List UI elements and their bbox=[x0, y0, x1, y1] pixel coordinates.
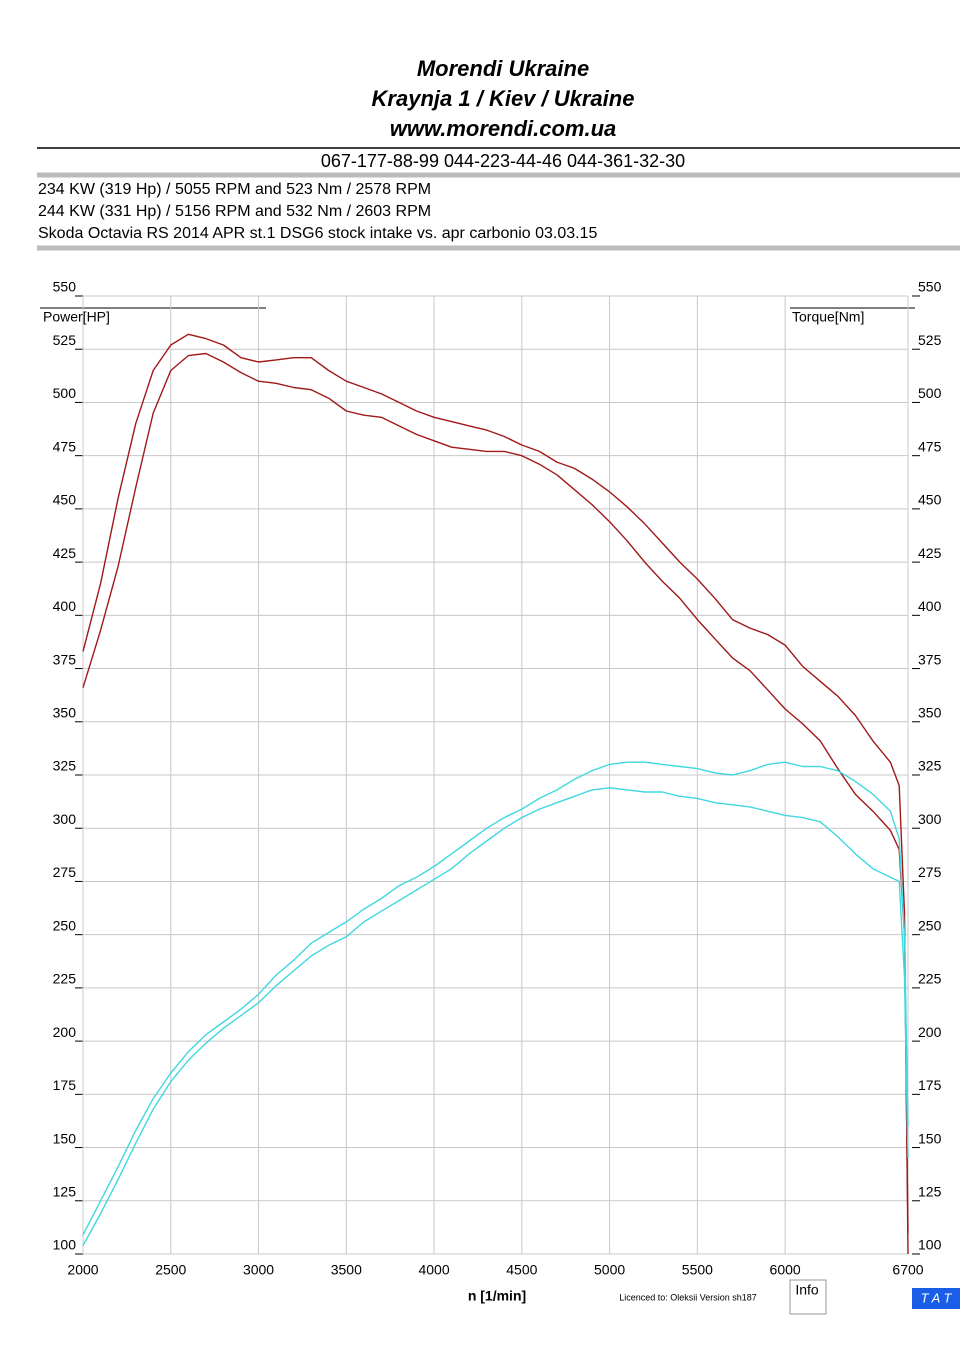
y-tick-label: 300 bbox=[53, 811, 77, 827]
info-line: Skoda Octavia RS 2014 APR st.1 DSG6 stoc… bbox=[38, 225, 598, 242]
y-tick-label: 100 bbox=[53, 1237, 77, 1253]
y-tick-label: 400 bbox=[53, 598, 77, 614]
y2-tick-label: 350 bbox=[918, 704, 942, 720]
y2-tick-label: 125 bbox=[918, 1183, 942, 1199]
y2-tick-label: 175 bbox=[918, 1077, 942, 1093]
badge-label: T A T bbox=[921, 1290, 953, 1305]
y2-axis-label: Torque[Nm] bbox=[792, 309, 864, 325]
series-line bbox=[82, 761, 909, 1236]
y-tick-label: 425 bbox=[53, 545, 77, 561]
x-tick-label: 5500 bbox=[682, 1262, 713, 1278]
y2-tick-label: 200 bbox=[918, 1024, 942, 1040]
series-line bbox=[82, 352, 909, 1233]
y2-tick-label: 325 bbox=[918, 758, 942, 774]
y2-tick-label: 425 bbox=[918, 545, 942, 561]
y-tick-label: 375 bbox=[53, 651, 77, 667]
y-tick-label: 350 bbox=[53, 704, 77, 720]
x-tick-label: 3000 bbox=[243, 1262, 274, 1278]
info-button-label[interactable]: Info bbox=[795, 1282, 819, 1298]
y2-tick-label: 300 bbox=[918, 811, 942, 827]
y2-tick-label: 150 bbox=[918, 1130, 942, 1146]
y-tick-label: 525 bbox=[53, 332, 77, 348]
y-tick-label: 250 bbox=[53, 917, 77, 933]
y2-tick-label: 450 bbox=[918, 492, 942, 508]
x-tick-label: 5000 bbox=[594, 1262, 625, 1278]
y2-tick-label: 225 bbox=[918, 971, 942, 987]
x-tick-label: 6000 bbox=[770, 1262, 801, 1278]
phone: 067-177-88-99 044-223-44-46 044-361-32-3… bbox=[321, 151, 685, 171]
x-tick-label: 3500 bbox=[331, 1262, 362, 1278]
info-line: 234 KW (319 Hp) / 5055 RPM and 523 Nm / … bbox=[38, 181, 431, 198]
badge bbox=[912, 1288, 960, 1309]
y-tick-label: 475 bbox=[53, 438, 77, 454]
info-button[interactable] bbox=[789, 1279, 827, 1315]
y2-tick-label: 100 bbox=[918, 1237, 942, 1253]
y-tick-label: 200 bbox=[53, 1024, 77, 1040]
y2-tick-label: 525 bbox=[918, 332, 942, 348]
x-tick-label: 2000 bbox=[67, 1262, 98, 1278]
y-tick-label: 550 bbox=[53, 279, 77, 295]
y-tick-label: 150 bbox=[53, 1130, 77, 1146]
y2-tick-label: 550 bbox=[918, 279, 942, 295]
y-tick-label: 450 bbox=[53, 492, 77, 508]
header-line: Morendi Ukraine bbox=[417, 56, 589, 81]
x-tick-label: 6700 bbox=[892, 1262, 923, 1278]
series-line bbox=[82, 787, 909, 1246]
y-tick-label: 175 bbox=[53, 1077, 77, 1093]
y2-tick-label: 475 bbox=[918, 438, 942, 454]
y-tick-label: 500 bbox=[53, 385, 77, 401]
license: Licenced to: Oleksii Version sh187 bbox=[619, 1292, 757, 1302]
x-axis-label: n [1/min] bbox=[468, 1288, 526, 1304]
y2-tick-label: 400 bbox=[918, 598, 942, 614]
y2-tick-label: 275 bbox=[918, 864, 942, 880]
header-line: Kraynja 1 / Kiev / Ukraine bbox=[372, 86, 635, 111]
y-tick-label: 275 bbox=[53, 864, 77, 880]
y-tick-label: 125 bbox=[53, 1183, 77, 1199]
x-tick-label: 4000 bbox=[418, 1262, 449, 1278]
y-tick-label: 325 bbox=[53, 758, 77, 774]
y2-tick-label: 500 bbox=[918, 385, 942, 401]
y-axis-label: Power[HP] bbox=[43, 309, 110, 325]
series-line bbox=[82, 333, 909, 1255]
y2-tick-label: 250 bbox=[918, 917, 942, 933]
x-tick-label: 4500 bbox=[506, 1262, 537, 1278]
y-tick-label: 225 bbox=[53, 971, 77, 987]
y2-tick-label: 375 bbox=[918, 651, 942, 667]
x-tick-label: 2500 bbox=[155, 1262, 186, 1278]
info-line: 244 KW (331 Hp) / 5156 RPM and 532 Nm / … bbox=[38, 203, 431, 220]
header-line: www.morendi.com.ua bbox=[390, 116, 617, 141]
